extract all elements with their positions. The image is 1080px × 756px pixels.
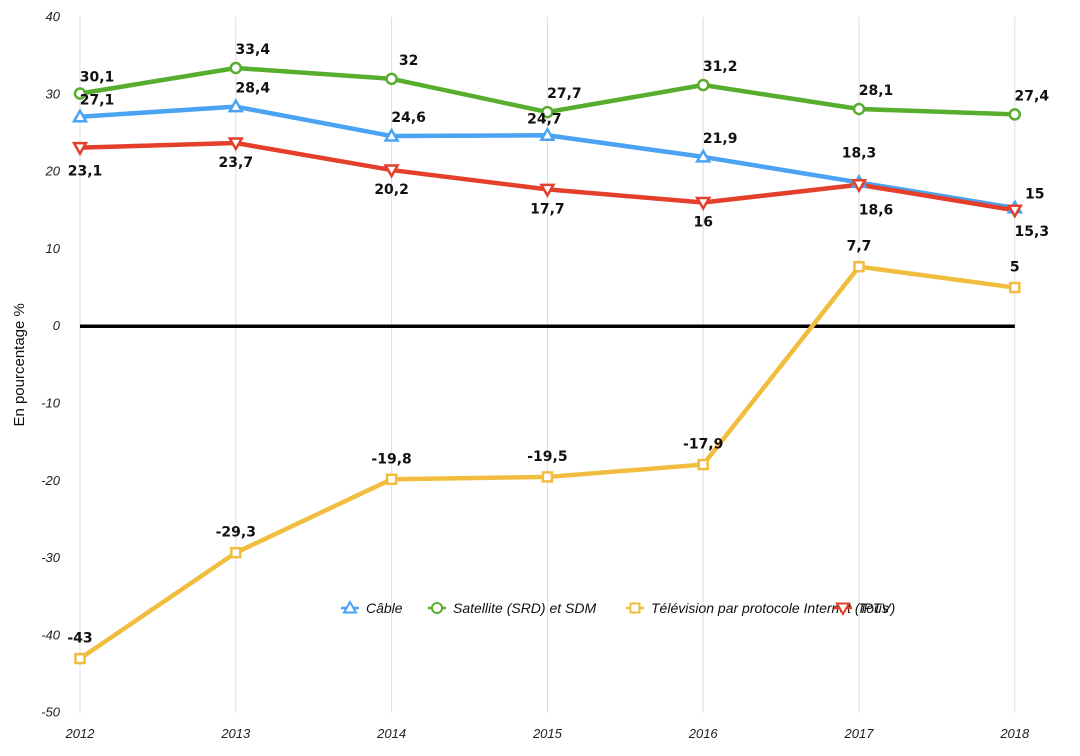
y-tick-label: 0	[53, 318, 61, 333]
x-tick-label: 2018	[999, 726, 1030, 741]
data-label: 21,9	[703, 131, 738, 147]
data-label: -19,8	[371, 451, 411, 467]
data-label: -19,5	[527, 449, 567, 465]
data-label: 5	[1010, 260, 1020, 276]
x-axis-ticks: 2012 2013 2014 2015 2016 2017 2018	[65, 726, 1030, 741]
data-point	[227, 98, 244, 113]
data-point	[1008, 108, 1022, 121]
data-label: 20,2	[374, 182, 409, 198]
x-tick-label: 2016	[688, 726, 719, 741]
data-point	[541, 471, 554, 483]
data-point	[1006, 204, 1023, 219]
data-label: 15,3	[1015, 224, 1050, 240]
data-label: 18,6	[859, 202, 894, 218]
data-point	[695, 196, 712, 212]
data-point	[227, 137, 244, 152]
data-label: 15	[1025, 186, 1044, 202]
data-label: 27,1	[80, 93, 115, 109]
data-label: -43	[67, 631, 92, 647]
series-markers	[71, 61, 1023, 665]
data-label: 16	[693, 215, 712, 231]
data-point	[539, 126, 556, 142]
y-tick-label: -30	[41, 550, 61, 565]
x-tick-label: 2012	[65, 726, 96, 741]
legend-label: Câble	[366, 600, 403, 616]
x-tick-label: 2014	[376, 726, 406, 741]
data-labels: 27,1 28,4 24,6 24,7 21,9 18,6 15,3 30,1 33,4 32 27…	[67, 42, 1049, 647]
data-point	[541, 105, 554, 119]
legend-label: Tous	[859, 600, 889, 616]
data-point	[229, 61, 243, 75]
data-label: 32	[399, 53, 418, 69]
data-point	[342, 599, 358, 614]
data-label: 23,1	[68, 164, 103, 180]
y-axis-label: En pourcentage %	[11, 303, 28, 426]
data-label: 30,1	[80, 70, 115, 86]
data-point	[385, 473, 398, 486]
data-point	[629, 602, 641, 614]
y-tick-label: 40	[46, 9, 61, 24]
y-tick-label: 20	[45, 164, 61, 179]
data-point	[383, 164, 400, 179]
data-point	[71, 141, 89, 157]
data-label: 18,3	[842, 146, 877, 162]
data-label: 24,7	[527, 111, 562, 127]
data-point	[385, 72, 398, 86]
data-point	[539, 183, 556, 198]
data-label: 17,7	[530, 201, 565, 217]
data-label: -17,9	[683, 437, 723, 453]
data-point	[697, 458, 709, 471]
data-label: 33,4	[236, 42, 271, 58]
y-tick-label: -40	[41, 627, 61, 642]
y-tick-label: -50	[41, 705, 61, 720]
data-label: 28,1	[859, 83, 894, 99]
x-tick-label: 2013	[220, 726, 251, 741]
data-label: 24,6	[391, 110, 426, 126]
y-tick-label: 10	[46, 241, 61, 256]
x-tick-label: 2017	[844, 726, 875, 741]
y-tick-label: -20	[41, 473, 61, 488]
data-label: 7,7	[847, 239, 872, 255]
data-label: 23,7	[219, 155, 254, 171]
data-point	[852, 102, 866, 116]
data-point	[695, 148, 712, 163]
data-point	[1009, 281, 1021, 294]
x-tick-label: 2015	[532, 726, 563, 741]
data-label: 27,4	[1015, 88, 1050, 104]
legend-label: Télévision par protocole Internet (IPTV)	[651, 600, 895, 616]
data-label: 27,7	[547, 86, 582, 102]
data-point	[696, 78, 710, 92]
data-point	[835, 602, 851, 617]
data-point	[71, 108, 89, 123]
data-point	[74, 652, 86, 665]
legend-label: Satellite (SRD) et SDM	[453, 600, 596, 616]
legend: Câble Satellite (SRD) et SDM Télévision pa…	[341, 599, 895, 617]
data-label: 28,4	[236, 81, 271, 97]
y-tick-label: -10	[41, 396, 61, 411]
data-label: 31,2	[703, 59, 738, 75]
data-point	[73, 87, 87, 100]
y-axis-ticks: 40 30 20 10 0 -10 -20 -30 -40 -50	[41, 9, 61, 720]
data-point	[230, 546, 242, 559]
data-label: -29,3	[216, 525, 256, 541]
data-point	[853, 260, 865, 273]
data-point	[431, 602, 443, 614]
data-point	[383, 127, 400, 142]
data-point	[850, 178, 868, 194]
y-tick-label: 30	[46, 86, 61, 101]
